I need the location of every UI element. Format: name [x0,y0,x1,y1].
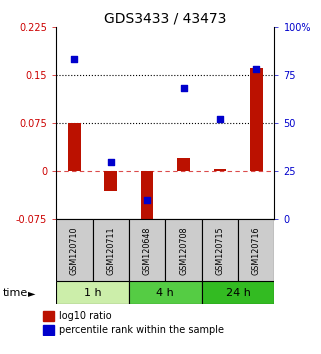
Bar [104,171,117,190]
Text: percentile rank within the sample: percentile rank within the sample [59,325,224,335]
Point [108,159,113,164]
Point [144,197,150,203]
Text: 24 h: 24 h [226,288,250,298]
Bar [129,219,165,281]
Bar [56,219,92,281]
Bar [141,171,153,232]
Point [254,66,259,72]
Point [72,57,77,62]
Text: GSM120715: GSM120715 [215,226,224,275]
Text: time: time [3,288,29,298]
Bar [250,68,263,171]
Bar [56,281,129,304]
Bar [213,169,226,171]
Text: GSM120648: GSM120648 [143,226,152,275]
Bar [68,123,81,171]
Bar [202,281,274,304]
Text: GSM120711: GSM120711 [106,226,115,275]
Text: ►: ► [28,288,36,298]
Bar [43,325,54,335]
Point [217,116,222,122]
Point [181,85,186,91]
Text: GSM120710: GSM120710 [70,226,79,275]
Text: 1 h: 1 h [84,288,101,298]
Text: log10 ratio: log10 ratio [59,311,112,321]
Bar [238,219,274,281]
Title: GDS3433 / 43473: GDS3433 / 43473 [104,11,227,25]
Bar [43,311,54,321]
Text: 4 h: 4 h [156,288,174,298]
Bar [165,219,202,281]
Bar [129,281,202,304]
Bar [202,219,238,281]
Text: GSM120716: GSM120716 [252,226,261,275]
Text: GSM120708: GSM120708 [179,226,188,275]
Bar [92,219,129,281]
Bar [177,158,190,171]
